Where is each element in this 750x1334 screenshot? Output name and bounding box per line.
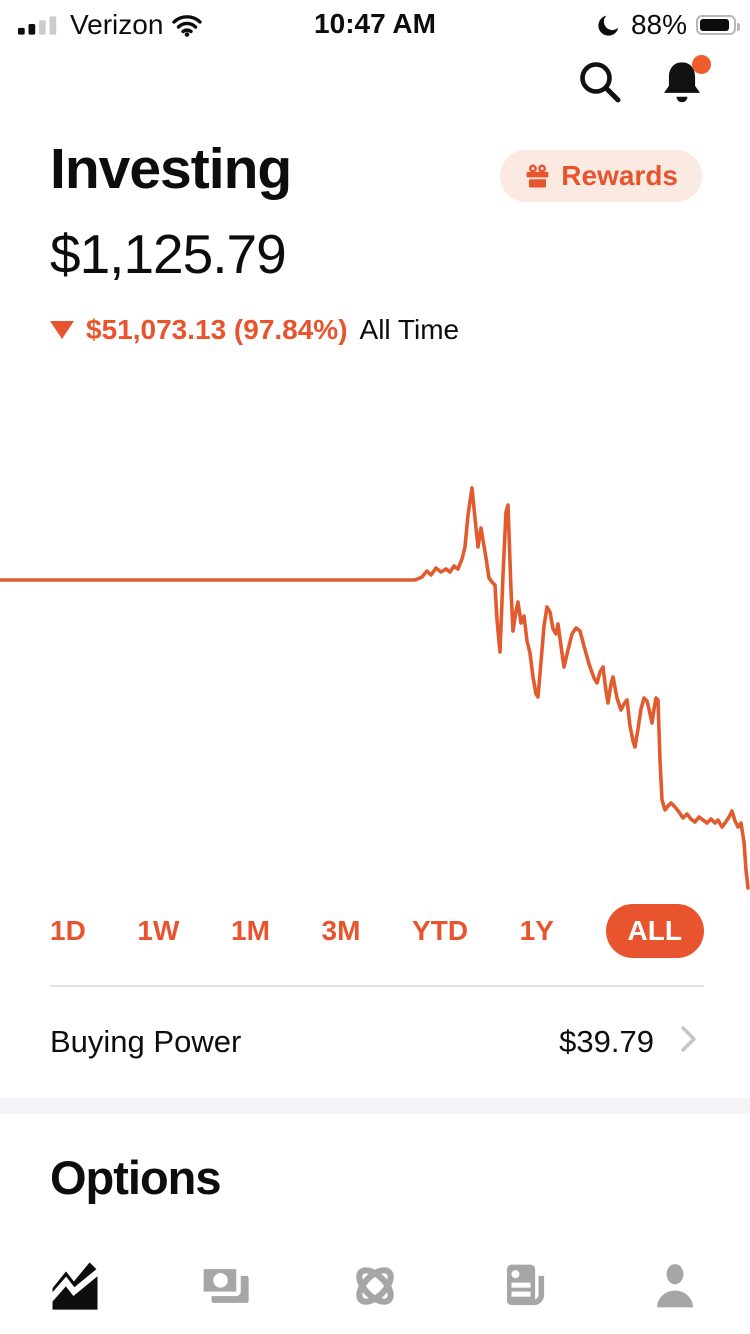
orders-news-icon: [507, 1264, 545, 1306]
rewards-label: Rewards: [561, 160, 678, 191]
tab-cash[interactable]: [195, 1256, 255, 1316]
options-section-title: Options: [50, 1151, 222, 1204]
portfolio-chart[interactable]: [0, 440, 750, 890]
signal-icon: [18, 16, 57, 35]
buying-power-value: $39.79: [559, 1024, 654, 1059]
range-selector: 1D 1W 1M 3M YTD 1Y ALL: [50, 903, 704, 959]
section-separator: [0, 1098, 750, 1114]
range-1w[interactable]: 1W: [137, 915, 180, 946]
range-ytd[interactable]: YTD: [412, 915, 469, 946]
wifi-icon: [172, 15, 203, 37]
divider: [50, 985, 704, 987]
clock: 10:47 AM: [314, 8, 436, 39]
notifications-button[interactable]: [658, 55, 711, 106]
search-button[interactable]: [576, 58, 624, 106]
page-title: Investing: [50, 137, 292, 201]
carrier-label: Verizon: [70, 9, 164, 40]
tab-profile[interactable]: [645, 1256, 705, 1316]
range-1y[interactable]: 1Y: [519, 915, 554, 946]
range-3m[interactable]: 3M: [321, 915, 361, 946]
tab-investing[interactable]: [45, 1256, 105, 1316]
tab-bar: [0, 1256, 750, 1316]
cash-tab-icon: [199, 1264, 249, 1303]
investing-tab-icon: [48, 1262, 101, 1310]
change-amount: $51,073.13 (97.84%): [86, 314, 348, 345]
portfolio-value: $1,125.79: [50, 223, 287, 285]
battery-percent-label: 88%: [630, 9, 687, 40]
gift-icon: [526, 164, 549, 188]
down-triangle-icon: [50, 321, 74, 339]
rewards-button[interactable]: Rewards: [500, 150, 702, 202]
portfolio-change-row: $51,073.13 (97.84%) All Time: [50, 314, 459, 346]
status-bar: Verizon 10:47 AM 88%: [0, 0, 750, 44]
search-icon: [580, 62, 621, 103]
portfolio-chart-line: [0, 486, 750, 890]
battery-icon: [696, 15, 740, 35]
bell-icon: [664, 62, 700, 103]
range-all[interactable]: ALL: [605, 904, 704, 958]
chevron-right-icon: [681, 1026, 696, 1052]
profile-person-icon: [657, 1264, 693, 1308]
notification-dot: [692, 55, 711, 74]
moon-icon: [598, 15, 619, 36]
buying-power-row[interactable]: Buying Power $39.79: [0, 1010, 750, 1074]
tab-orders[interactable]: [495, 1256, 555, 1316]
buying-power-label: Buying Power: [50, 1024, 242, 1059]
range-1m[interactable]: 1M: [231, 915, 270, 946]
range-1d[interactable]: 1D: [50, 915, 86, 946]
top-actions: [576, 55, 711, 106]
change-period-label: All Time: [359, 314, 460, 345]
tab-discover[interactable]: [345, 1256, 405, 1316]
discover-orbits-icon: [356, 1267, 394, 1305]
